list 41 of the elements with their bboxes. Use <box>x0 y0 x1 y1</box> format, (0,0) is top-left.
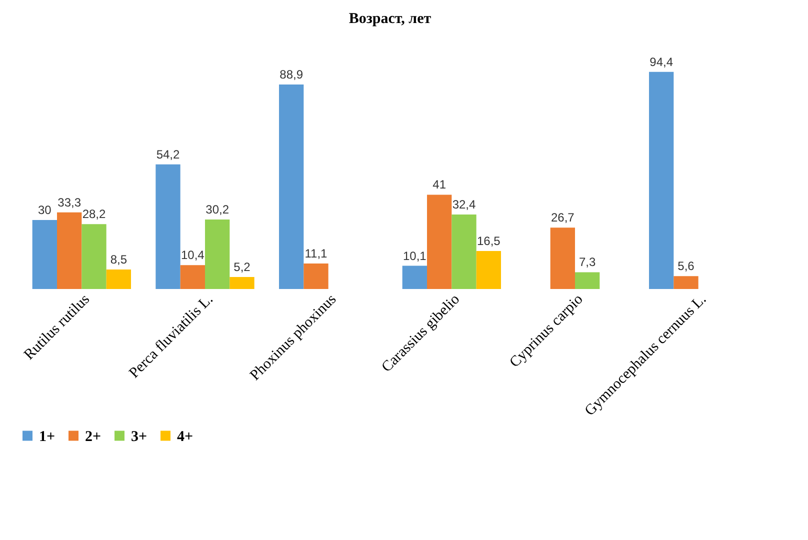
legend-label: 2+ <box>85 428 102 445</box>
bar <box>575 272 600 289</box>
bar <box>82 224 106 289</box>
bar <box>649 72 674 289</box>
bar <box>304 263 328 289</box>
data-label: 94,4 <box>650 54 674 69</box>
bar <box>230 277 254 289</box>
data-label: 33,3 <box>58 195 82 210</box>
bar <box>106 269 131 289</box>
data-label: 26,7 <box>550 210 575 225</box>
bar <box>427 194 452 289</box>
bar <box>32 220 57 289</box>
data-label: 7,3 <box>578 255 596 270</box>
bar <box>57 212 82 289</box>
data-label: 54,2 <box>156 147 180 162</box>
data-label: 10,4 <box>180 248 205 262</box>
data-label: 30,2 <box>206 202 230 217</box>
bar <box>550 228 575 289</box>
data-label: 41 <box>432 178 446 192</box>
bar <box>674 276 698 289</box>
bar <box>205 220 230 289</box>
bar <box>180 265 205 289</box>
data-label: 16,5 <box>476 234 501 248</box>
data-label: 5,6 <box>678 259 695 274</box>
data-label: 32,4 <box>452 197 476 212</box>
bar <box>452 214 476 289</box>
data-label: 88,9 <box>280 68 304 82</box>
bar <box>279 84 304 289</box>
data-label: 8,5 <box>110 252 128 266</box>
data-label: 5,2 <box>234 260 251 274</box>
legend-label: 1+ <box>39 428 56 445</box>
data-label: 28,2 <box>82 207 106 222</box>
bar <box>402 266 427 289</box>
bar <box>156 164 180 289</box>
chart-title: Возраст, лет <box>348 10 432 27</box>
bar <box>476 251 501 289</box>
data-label: 10,1 <box>402 248 427 263</box>
legend-label: 3+ <box>131 428 148 445</box>
data-label: 11,1 <box>304 246 328 260</box>
legend-label: 4+ <box>177 428 194 445</box>
data-label: 30 <box>38 203 52 217</box>
